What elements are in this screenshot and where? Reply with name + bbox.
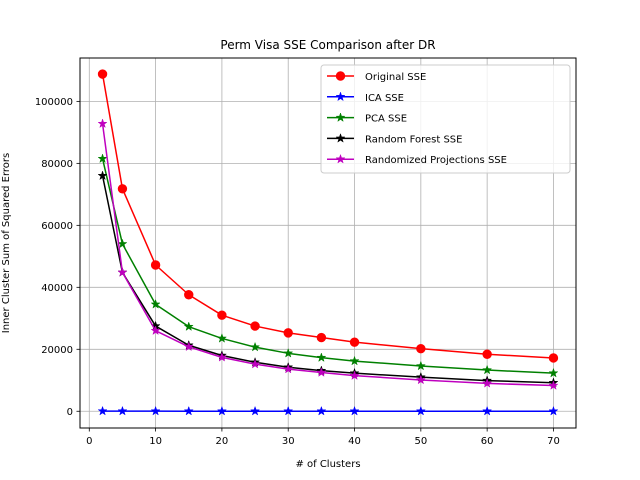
data-point	[415, 405, 426, 416]
x-tick-label: 70	[547, 436, 560, 447]
data-point	[183, 405, 194, 416]
y-tick-label: 20000	[41, 345, 73, 356]
data-point	[548, 405, 559, 416]
data-point	[349, 355, 360, 366]
legend-label: ICA SSE	[365, 93, 404, 104]
legend-marker	[335, 133, 346, 143]
x-axis-label: # of Clusters	[295, 459, 360, 470]
chart-title: Perm Visa SSE Comparison after DR	[220, 38, 435, 52]
data-point	[416, 343, 426, 354]
y-tick-label: 40000	[41, 283, 73, 294]
x-tick-label: 40	[348, 436, 361, 447]
legend-marker	[335, 91, 346, 102]
x-tick-label: 0	[86, 436, 92, 447]
data-point	[183, 341, 194, 352]
data-point	[349, 337, 360, 347]
data-point	[216, 333, 228, 343]
legend-marker	[335, 153, 346, 164]
data-point	[97, 170, 108, 181]
y-tick-label: 80000	[41, 159, 73, 170]
data-point	[415, 374, 426, 385]
data-point	[150, 405, 161, 416]
data-point	[482, 405, 493, 416]
legend: Original SSE ICA SSE PCA SSE Random Forest …	[320, 64, 571, 174]
data-point	[316, 352, 327, 362]
data-point	[249, 405, 261, 416]
data-point	[117, 184, 128, 194]
x-tick-label: 60	[481, 436, 494, 447]
data-point	[216, 351, 228, 362]
data-point	[283, 363, 294, 374]
legend-entry: Random Forest SSE	[327, 133, 462, 145]
data-point	[183, 321, 194, 332]
x-tick-label: 30	[282, 436, 295, 447]
x-tick-label: 20	[216, 436, 229, 447]
data-point	[482, 378, 493, 388]
series-line	[101, 158, 554, 374]
data-point	[482, 364, 493, 375]
x-tick-label: 50	[414, 436, 427, 447]
y-tick-label: 0	[67, 407, 73, 418]
legend-entry: Randomized Projections SSE	[327, 153, 507, 166]
data-point	[349, 370, 360, 380]
x-axis-ticks: 0 10 20 30 40 50 60 70	[86, 428, 560, 447]
data-point	[97, 69, 108, 79]
x-tick-label: 10	[149, 436, 162, 447]
legend-label: Original SSE	[365, 72, 426, 83]
legend-entry: PCA SSE	[327, 112, 407, 125]
data-point	[548, 367, 559, 378]
data-point	[548, 353, 559, 363]
legend-entry: ICA SSE	[327, 91, 404, 104]
series-5	[97, 118, 559, 390]
data-point	[482, 349, 492, 359]
plot-frame	[79, 57, 577, 429]
legend-box	[320, 64, 571, 174]
data-point	[97, 118, 108, 129]
series-2	[97, 405, 559, 416]
legend-label: PCA SSE	[365, 114, 407, 125]
data-point	[283, 405, 294, 416]
data-point	[150, 299, 161, 309]
y-axis-label: Inner Cluster Sum of Squared Errors	[1, 153, 12, 333]
data-point	[217, 310, 227, 320]
data-point	[250, 321, 260, 331]
data-point	[548, 380, 559, 390]
data-point	[150, 260, 161, 270]
data-point	[283, 347, 294, 358]
y-tick-label: 100000	[35, 97, 73, 108]
data-point	[184, 290, 194, 300]
data-point	[249, 358, 261, 369]
series-group	[97, 69, 559, 416]
series-1	[97, 69, 559, 363]
y-axis-ticks: 0 20000 40000 60000 80000 100000	[35, 97, 80, 418]
data-point	[249, 341, 261, 352]
data-point	[316, 367, 327, 377]
data-point	[415, 360, 426, 371]
legend-marker	[335, 112, 346, 122]
data-point	[349, 405, 360, 416]
data-point	[97, 153, 108, 164]
series-line	[101, 175, 554, 384]
data-point	[283, 328, 293, 338]
series-line	[101, 123, 554, 387]
y-tick-label: 60000	[41, 221, 73, 232]
series-line	[101, 73, 554, 359]
data-point	[117, 267, 128, 277]
data-point	[150, 325, 161, 336]
data-point	[117, 405, 128, 416]
legend-marker	[335, 71, 346, 81]
data-point	[316, 405, 327, 416]
legend-label: Random Forest SSE	[365, 134, 462, 145]
data-point	[216, 405, 228, 416]
data-point	[97, 405, 108, 416]
legend-label: Randomized Projections SSE	[365, 155, 507, 166]
data-point	[316, 332, 327, 343]
legend-entry: Original SSE	[327, 71, 426, 83]
